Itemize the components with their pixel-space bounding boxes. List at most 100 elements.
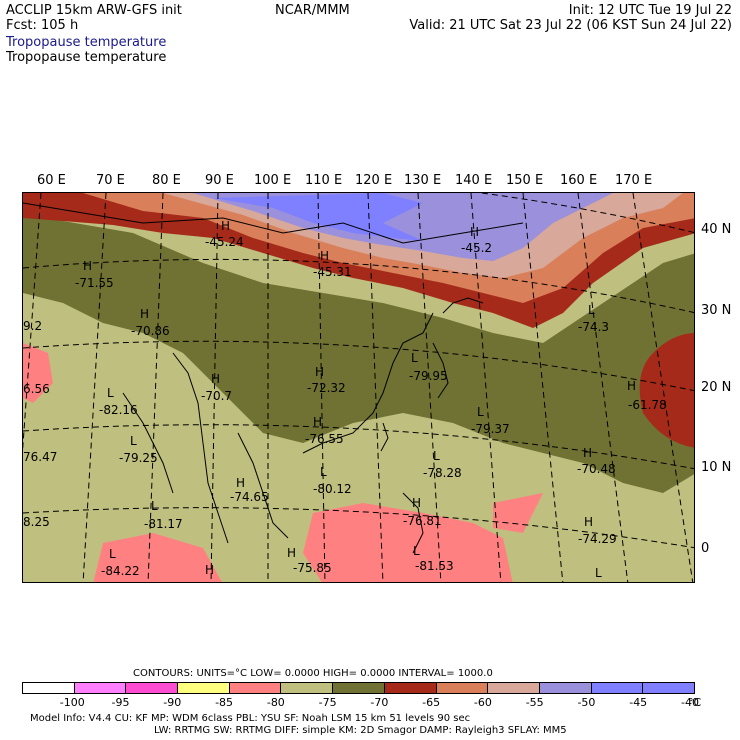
color-bar-segment	[74, 683, 127, 693]
extremum-value: -72.32	[307, 381, 346, 395]
map-panel: H -45.24 H -45.31 H -45.2 H -71.55 H -70…	[22, 192, 695, 583]
extremum-value: -78.28	[423, 466, 462, 480]
extremum-value: -70.48	[577, 462, 616, 476]
color-bar-segment	[591, 683, 644, 693]
coastlines	[23, 202, 524, 554]
extremum-letter: H	[584, 515, 594, 529]
extremum-letter: L	[413, 544, 420, 558]
color-bar-segment	[488, 683, 540, 693]
field-title-colored: Tropopause temperature	[6, 35, 167, 50]
extremum-value: -82.16	[99, 403, 138, 417]
lat-label: 20 N	[701, 380, 732, 395]
lon-label: 140 E	[455, 173, 493, 188]
contours-info: CONTOURS: UNITS=°C LOW= 0.0000 HIGH= 0.0…	[133, 668, 493, 679]
model-title: ACCLIP 15km ARW-GFS init	[6, 3, 182, 18]
extremum-value: -70.7	[201, 389, 233, 403]
extremum-value: -71.55	[75, 276, 114, 290]
extremum-value: -70.86	[131, 324, 170, 338]
color-bar-tick-label: -100	[59, 696, 85, 709]
extremum-value: -45.2	[461, 241, 493, 255]
lat-label: 0	[701, 541, 710, 556]
shading-olive	[23, 213, 694, 493]
grid-meridians	[23, 193, 694, 582]
extremum-letter: H	[412, 496, 422, 510]
extremum-letter: L	[109, 547, 116, 561]
lon-label: 110 E	[305, 173, 343, 188]
color-bar-segment	[333, 683, 385, 693]
extremum-letter: H	[211, 372, 221, 386]
shading-cyclone	[639, 333, 694, 448]
extremum-value: -81.17	[144, 517, 183, 531]
extremum-value: -79.95	[409, 369, 448, 383]
color-bar-segment	[178, 683, 230, 693]
extremum-value: 6.56	[23, 382, 50, 396]
init-time: Init: 12 UTC Tue 19 Jul 22	[568, 3, 732, 18]
extremum-letter: L	[130, 434, 137, 448]
extremum-value: -74.3	[578, 320, 610, 334]
grid-parallels	[23, 193, 694, 549]
shading-pink-patch	[303, 503, 513, 582]
extremum-value: -76.81	[403, 514, 442, 528]
color-bar-tick-label: -80	[266, 696, 285, 709]
center-label: NCAR/MMM	[275, 3, 350, 18]
color-bar-tick-label: -85	[215, 696, 234, 709]
color-bar-tick-label: -75	[318, 696, 337, 709]
extremum-value: -45.31	[313, 265, 352, 279]
lon-label: 70 E	[96, 173, 125, 188]
extremum-letter: L	[151, 499, 158, 513]
extremum-letter: L	[477, 405, 484, 419]
lon-label: 130 E	[404, 173, 442, 188]
extremum-value: -75.85	[293, 561, 332, 575]
color-bar-tick-label: -70	[370, 696, 389, 709]
extremum-value: -81.53	[415, 559, 454, 573]
lon-label: 100 E	[254, 173, 292, 188]
extremum-letter: H	[470, 225, 480, 239]
shading-pink-patch	[23, 343, 53, 403]
tropopause-temperature-map	[23, 193, 694, 582]
color-bar-tick-label: -60	[473, 696, 492, 709]
extremum-letter: L	[107, 386, 114, 400]
valid-time: Valid: 21 UTC Sat 23 Jul 22 (06 KST Sun …	[409, 18, 732, 33]
color-bar-tick-label: -55	[525, 696, 544, 709]
forecast-hour: Fcst: 105 h	[6, 18, 79, 33]
color-bar-tick-label: -40	[681, 696, 699, 709]
extremum-value: 8.25	[23, 515, 50, 529]
lat-label: 10 N	[701, 460, 732, 475]
extremum-letter: L	[588, 303, 595, 317]
color-bar-segment	[643, 683, 694, 693]
extremum-letter: L	[320, 465, 327, 479]
extremum-letter: H	[313, 415, 323, 429]
extremum-letter: H	[236, 476, 246, 490]
extremum-value: -76.55	[305, 432, 344, 446]
color-bar-tick-label: -50	[577, 696, 596, 709]
color-bar-tick-label: -95	[111, 696, 130, 709]
lon-label: 160 E	[560, 173, 598, 188]
extremum-letter: H	[315, 365, 325, 379]
color-bar-unit: °C	[688, 696, 702, 709]
color-bar-segment	[281, 683, 334, 693]
extremum-letter: L	[411, 351, 418, 365]
color-bar-segment	[539, 683, 592, 693]
extremum-value: -79.25	[119, 451, 158, 465]
lon-label: 80 E	[152, 173, 181, 188]
color-bar-segment	[436, 683, 489, 693]
lon-label: 60 E	[37, 173, 66, 188]
extremum-letter: H	[320, 249, 330, 263]
extremum-value: -45.24	[205, 235, 244, 249]
lon-label: 150 E	[506, 173, 544, 188]
extremum-value: -61.78	[628, 398, 667, 412]
extremum-value: 9.2	[23, 319, 43, 333]
color-bar-segment	[126, 683, 179, 693]
extremum-letter: H	[287, 546, 297, 560]
extremum-value: -79.37	[471, 422, 510, 436]
extremum-value: -74.29	[578, 532, 617, 546]
color-bar-tick-label: -45	[629, 696, 648, 709]
color-bar	[22, 682, 695, 694]
extremum-value: 76.47	[23, 450, 58, 464]
extremum-letter: H	[627, 379, 637, 393]
color-bar-segment	[384, 683, 437, 693]
lat-label: 30 N	[701, 303, 732, 318]
extremum-value: -84.22	[101, 564, 140, 578]
extremum-value: -74.65	[230, 490, 269, 504]
field-title-contour: Tropopause temperature	[6, 50, 167, 65]
